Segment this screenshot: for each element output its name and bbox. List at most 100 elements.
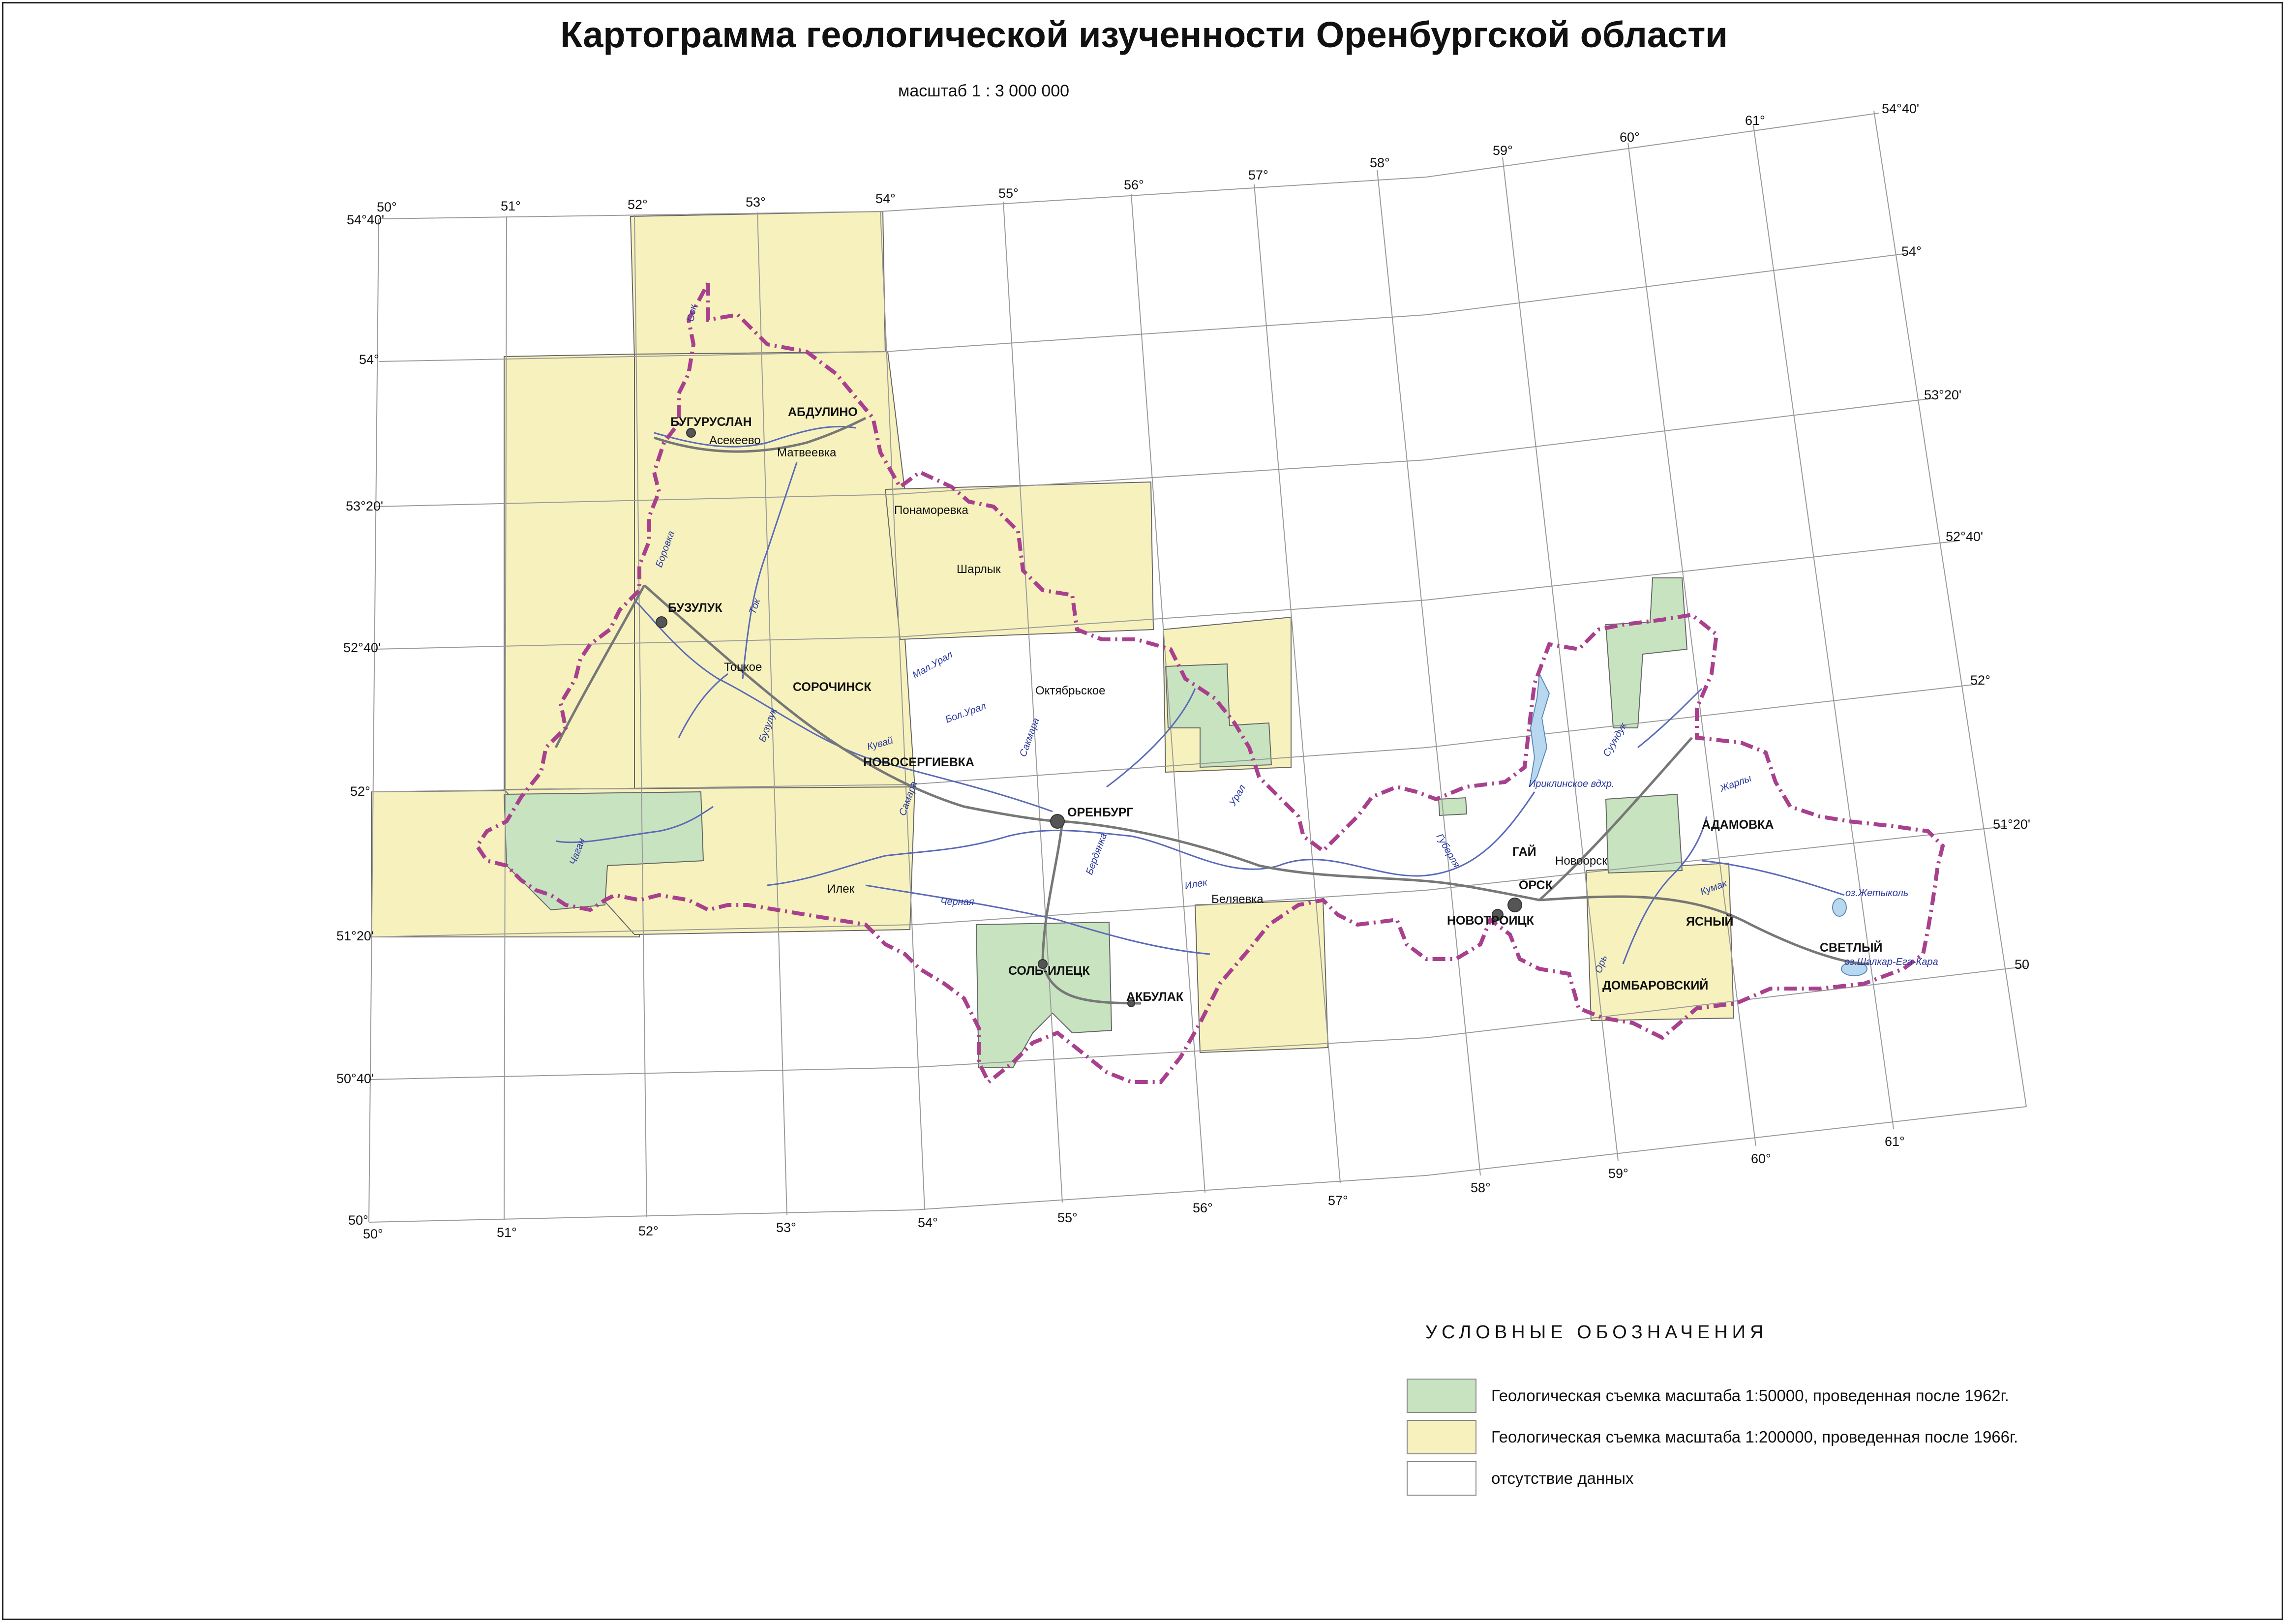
lake-label: оз.Шалкар-Ега-Кара <box>1844 957 1938 967</box>
river-chagan <box>555 806 714 843</box>
lake-zhetykol <box>1832 898 1847 917</box>
lon-labels-bottom: 50° 51° 52° 53° 54° 55° 56° 57° 58° 59° … <box>363 1134 1905 1241</box>
town-label: Асекеево <box>709 434 761 447</box>
lon-top-label: 52° <box>628 197 648 212</box>
river-label: Мал.Урал <box>911 649 955 681</box>
river-tok <box>742 462 798 679</box>
city-marker-buguruslan <box>686 428 696 438</box>
legend-swatch-white <box>1407 1461 1476 1496</box>
lat-right-label: 54°40' <box>1882 101 1919 116</box>
parallel-52-40 <box>373 541 1958 650</box>
sheet-sol-iletsk <box>975 921 1113 1068</box>
town-label: Понаморевка <box>894 504 969 517</box>
river-orl <box>1622 816 1708 964</box>
legend-swatch-green <box>1407 1379 1476 1413</box>
lon-top-label: 51° <box>501 199 521 213</box>
sheet-56-57-south <box>1194 899 1329 1053</box>
meridian-51 <box>504 216 507 1220</box>
river-bolshoy-kinel <box>654 425 856 448</box>
river-label: Жарлы <box>1718 773 1753 794</box>
lat-right-label: 51°20' <box>1993 817 2030 832</box>
lon-top-label: 59° <box>1493 143 1513 158</box>
sheet-novoorsk <box>1605 793 1683 874</box>
city-label: БУЗУЛУК <box>668 601 723 615</box>
lat-left-label: 53°20' <box>346 499 383 513</box>
legend-swatch-yellow <box>1407 1420 1476 1454</box>
city-marker-akbulak <box>1127 999 1135 1007</box>
lake-label: оз.Жетыколь <box>1845 888 1908 899</box>
sheet-iriklinsky <box>1605 577 1688 728</box>
town-label: Октябрьское <box>1035 684 1106 697</box>
lon-bottom-label: 60° <box>1751 1151 1771 1166</box>
parallel-54 <box>378 253 1909 362</box>
road-orsk-adamovka <box>1538 737 1693 901</box>
legend-label: Геологическая съемка масштаба 1:50000, п… <box>1491 1386 2009 1405</box>
town-label: Новоорск <box>1555 854 1607 868</box>
lat-left-label: 51°20' <box>336 929 374 943</box>
meridian-60 <box>1627 142 1756 1146</box>
meridian-50 <box>368 218 379 1223</box>
road-buzuluk-west <box>554 584 646 749</box>
lakes <box>1529 672 1867 976</box>
river-kumak <box>1701 860 1845 896</box>
lat-labels-right: 54°40' 54° 53°20' 52°40' 52° 51°20' 50 <box>1882 101 2030 972</box>
city-label: НОВОСЕРГИЕВКА <box>863 755 974 769</box>
city-label: АДАМОВКА <box>1702 818 1774 832</box>
road-buguruslan <box>654 417 867 453</box>
river-label: Урал <box>1227 783 1248 809</box>
city-label: СВЕТЛЫЙ <box>1820 940 1882 955</box>
lat-left-label: 52°40' <box>343 640 381 655</box>
lat-left-label: 50°40' <box>336 1071 374 1086</box>
city-marker-sol-iletsk <box>1038 959 1048 969</box>
city-label: СОЛЬ-ИЛЕЦК <box>1008 964 1090 978</box>
lat-right-label: 52°40' <box>1946 529 1983 544</box>
iriklinskoe-reservoir <box>1529 672 1550 787</box>
meridian-58 <box>1377 169 1481 1176</box>
meridian-62 <box>1873 110 2027 1107</box>
city-label: СОРОЧИНСК <box>793 680 872 694</box>
city-marker-novotroitsk <box>1492 909 1504 921</box>
river-label: Черная <box>940 897 974 907</box>
legend-label: Геологическая съемка масштаба 1:200000, … <box>1491 1428 2018 1446</box>
lon-bottom-label: 52° <box>638 1224 659 1238</box>
parallel-50 <box>368 1106 2027 1223</box>
parallel-54-40 <box>378 113 1879 219</box>
road-orenburg-orsk <box>1062 820 1540 902</box>
city-label: АБДУЛИНО <box>788 405 858 419</box>
city-marker-orenburg <box>1050 814 1065 829</box>
meridian-53 <box>757 212 787 1215</box>
town-label: Илек <box>827 882 855 896</box>
city-label: ОРСК <box>1519 878 1553 892</box>
city-marker-buzuluk <box>656 616 667 628</box>
legend-label: отсутствие данных <box>1491 1469 1634 1487</box>
city-label: ЯСНЫЙ <box>1686 914 1734 929</box>
river-label: Сакмара <box>1018 717 1042 758</box>
town-label: Шарлык <box>957 563 1001 576</box>
legend-item-50k: Геологическая съемка масштаба 1:50000, п… <box>1407 1377 2009 1414</box>
city-label: НОВОТРОИЦК <box>1447 914 1535 928</box>
lat-left-label: 54°40' <box>347 212 384 227</box>
lon-top-label: 55° <box>998 186 1019 201</box>
town-labels: Асекеево Матвеевка Понаморевка Шарлык То… <box>709 434 1607 906</box>
city-labels: БУГУРУСЛАН АБДУЛИНО БУЗУЛУК СОРОЧИНСК НО… <box>668 405 1882 1004</box>
sheet-guberlya <box>1438 797 1468 816</box>
lon-bottom-label: 54° <box>918 1215 938 1230</box>
lon-labels-top: 50° 51° 52° 53° 54° 55° 56° 57° 58° 59° … <box>377 113 1765 214</box>
lon-top-label: 56° <box>1124 178 1144 192</box>
lake-labels: Ириклинское вдхр. оз.Жетыколь оз.Шалкар-… <box>1529 779 1938 967</box>
town-label: Беляевка <box>1211 893 1264 906</box>
lon-bottom-label: 58° <box>1471 1180 1491 1195</box>
lon-top-label: 61° <box>1745 113 1765 128</box>
river-samara <box>633 599 1053 812</box>
town-label: Тоцкое <box>724 661 762 674</box>
sheet-51-west <box>504 353 635 793</box>
graticule <box>368 110 2027 1223</box>
lon-top-label: 60° <box>1620 130 1640 145</box>
river-label: Бердянка <box>1084 832 1109 876</box>
lat-right-label: 54° <box>1901 244 1922 259</box>
parallel-50-40 <box>368 966 2027 1080</box>
river-ural <box>767 791 1535 886</box>
parallel-52 <box>371 683 1983 792</box>
